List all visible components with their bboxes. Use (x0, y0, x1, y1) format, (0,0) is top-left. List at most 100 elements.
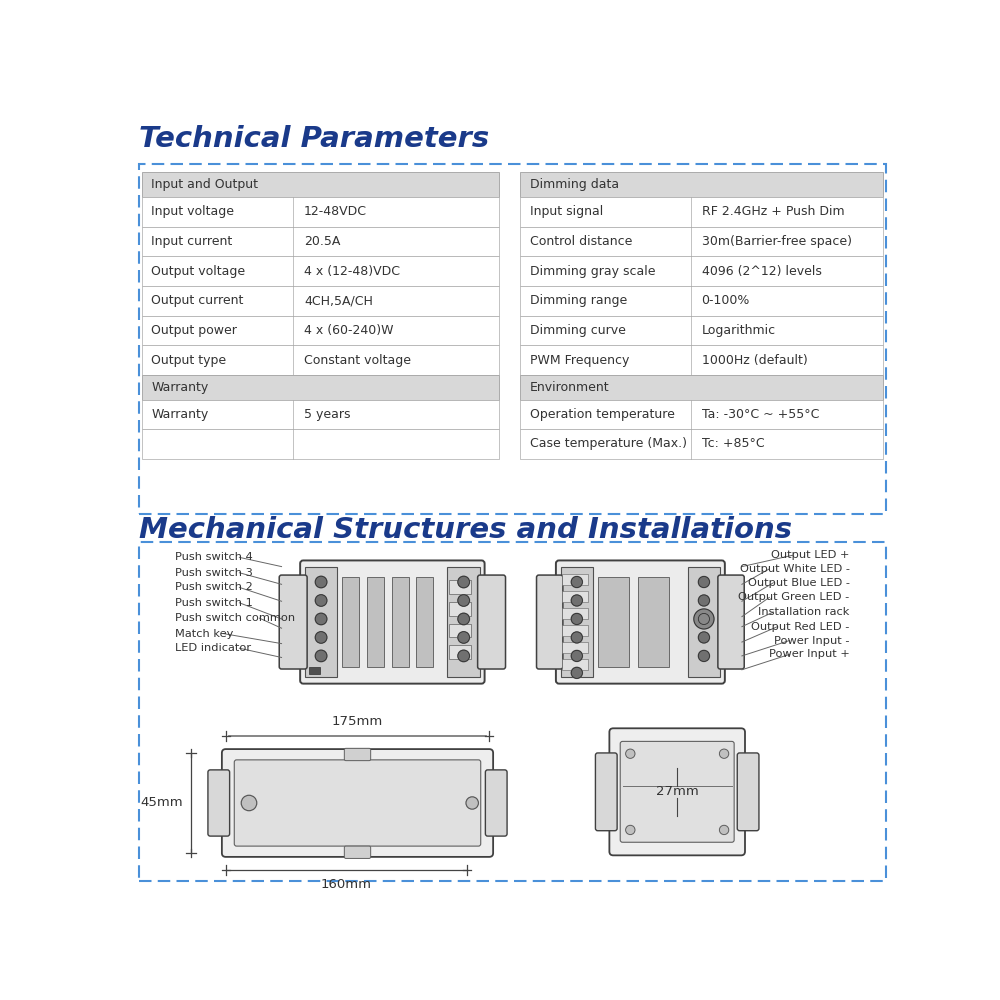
Bar (562, 625, 588, 636)
FancyBboxPatch shape (737, 753, 759, 831)
Text: Output type: Output type (151, 354, 226, 367)
FancyBboxPatch shape (485, 770, 507, 836)
Circle shape (698, 576, 710, 588)
Text: RF 2.4GHz + Push Dim: RF 2.4GHz + Push Dim (702, 205, 844, 218)
Text: Technical Parameters: Technical Parameters (139, 125, 489, 153)
Circle shape (571, 595, 582, 606)
Text: 20.5A: 20.5A (304, 235, 340, 248)
Bar (142, 197, 499, 227)
FancyBboxPatch shape (234, 760, 481, 846)
Circle shape (241, 795, 257, 811)
Text: Input signal: Input signal (530, 205, 603, 218)
Text: 12-48VDC: 12-48VDC (304, 205, 367, 218)
FancyBboxPatch shape (222, 749, 493, 857)
FancyBboxPatch shape (556, 560, 725, 684)
Bar (305, 567, 337, 677)
Circle shape (458, 613, 469, 625)
FancyBboxPatch shape (718, 575, 744, 669)
Bar (562, 591, 588, 602)
Bar (520, 316, 883, 345)
Text: Push switch 2: Push switch 2 (175, 582, 253, 592)
FancyBboxPatch shape (344, 846, 371, 858)
Text: Input voltage: Input voltage (151, 205, 234, 218)
Bar (142, 286, 499, 316)
Circle shape (694, 609, 714, 629)
Bar (520, 256, 883, 286)
Text: Match key: Match key (175, 629, 234, 639)
Bar (142, 256, 499, 286)
Text: Input and Output: Input and Output (151, 178, 258, 191)
Text: Output Red LED -: Output Red LED - (751, 622, 850, 632)
Text: 4 x (12-48)VDC: 4 x (12-48)VDC (304, 265, 400, 278)
Bar (142, 227, 499, 256)
Circle shape (315, 650, 327, 662)
Bar (142, 316, 499, 345)
Text: Dimming curve: Dimming curve (530, 324, 625, 337)
Text: 4CH,5A/CH: 4CH,5A/CH (304, 294, 373, 307)
Text: Dimming range: Dimming range (530, 294, 627, 307)
Text: Environment: Environment (530, 381, 609, 394)
Text: Operation temperature: Operation temperature (530, 408, 674, 421)
FancyBboxPatch shape (300, 560, 485, 684)
Bar (142, 400, 499, 429)
Circle shape (698, 613, 710, 625)
Bar (139, 542, 886, 881)
Text: 27mm: 27mm (656, 785, 699, 798)
Bar (447, 567, 480, 677)
Bar (562, 642, 588, 653)
Text: Push switch common: Push switch common (175, 613, 296, 623)
Circle shape (698, 595, 710, 606)
Text: 30m(Barrier-free space): 30m(Barrier-free space) (702, 235, 852, 248)
Text: Dimming data: Dimming data (530, 178, 619, 191)
Text: Power Input +: Power Input + (769, 649, 850, 659)
Circle shape (466, 797, 478, 809)
Text: Output current: Output current (151, 294, 244, 307)
Bar (561, 567, 593, 677)
Text: 160mm: 160mm (321, 878, 372, 891)
Bar (449, 602, 471, 616)
FancyBboxPatch shape (595, 753, 617, 831)
Circle shape (719, 825, 729, 835)
Bar (638, 577, 669, 667)
Text: 4096 (2^12) levels: 4096 (2^12) levels (702, 265, 821, 278)
Bar (342, 577, 359, 667)
Text: Warranty: Warranty (151, 408, 209, 421)
Circle shape (315, 613, 327, 625)
Text: Push switch 3: Push switch 3 (175, 568, 253, 578)
Circle shape (719, 749, 729, 758)
Text: PWM Frequency: PWM Frequency (530, 354, 629, 367)
Bar (520, 375, 883, 400)
FancyBboxPatch shape (478, 575, 506, 669)
Text: Input current: Input current (151, 235, 233, 248)
FancyBboxPatch shape (208, 770, 230, 836)
Text: Output Blue LED -: Output Blue LED - (748, 578, 850, 588)
Circle shape (571, 613, 582, 625)
Circle shape (571, 667, 582, 678)
FancyBboxPatch shape (344, 748, 371, 761)
Bar (449, 624, 471, 637)
Bar (562, 574, 588, 585)
Bar (562, 659, 588, 670)
FancyBboxPatch shape (620, 741, 734, 842)
Bar (520, 172, 883, 197)
Bar (309, 667, 320, 674)
Text: 5 years: 5 years (304, 408, 351, 421)
Text: Control distance: Control distance (530, 235, 632, 248)
Text: 1000Hz (default): 1000Hz (default) (702, 354, 807, 367)
Bar (520, 345, 883, 375)
Bar (520, 400, 883, 429)
Bar (142, 375, 499, 400)
Circle shape (458, 576, 469, 588)
Text: Constant voltage: Constant voltage (304, 354, 411, 367)
Text: Power Input -: Power Input - (774, 636, 850, 646)
Bar (520, 286, 883, 316)
Bar (142, 429, 499, 459)
Circle shape (698, 632, 710, 643)
Text: 45mm: 45mm (140, 796, 183, 809)
Circle shape (315, 595, 327, 606)
Text: Output power: Output power (151, 324, 237, 337)
Bar (520, 197, 883, 227)
Text: Tc: +85°C: Tc: +85°C (702, 437, 764, 450)
Bar (449, 580, 471, 594)
Text: Mechanical Structures and Installations: Mechanical Structures and Installations (139, 516, 792, 544)
